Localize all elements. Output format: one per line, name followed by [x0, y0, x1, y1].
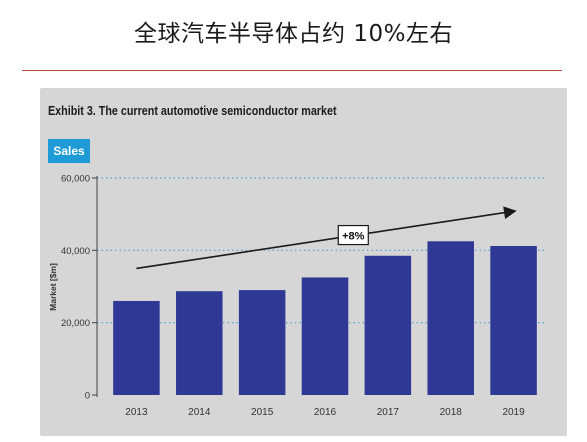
- x-tick-label: 2019: [502, 407, 525, 418]
- sales-badge: Sales: [48, 139, 90, 163]
- y-tick-label: 40,000: [61, 246, 90, 257]
- y-axis-label: Market [$m]: [48, 263, 58, 311]
- bar-2015: [238, 290, 286, 395]
- chart-title: Exhibit 3. The current automotive semico…: [48, 104, 337, 118]
- x-tick-label: 2013: [125, 407, 148, 418]
- y-tick-label: 0: [85, 391, 90, 402]
- bar-2018: [427, 241, 474, 395]
- title-divider: [22, 70, 562, 71]
- trend-arrow: [136, 206, 517, 270]
- growth-label-box: [337, 224, 369, 246]
- bar-2017: [364, 255, 412, 395]
- bar-2013: [113, 300, 160, 395]
- x-tick-label: 2016: [314, 407, 337, 418]
- x-tick-label: 2015: [251, 407, 274, 418]
- x-tick-label: 2017: [377, 407, 400, 418]
- bar-2016: [301, 277, 349, 395]
- x-tick-label: 2018: [440, 407, 463, 418]
- page-title: 全球汽车半导体占约 10%左右: [134, 21, 453, 47]
- bar-2014: [176, 291, 223, 395]
- y-tick-label: 20,000: [61, 318, 90, 329]
- growth-label: +8%: [342, 231, 365, 243]
- y-tick-label: 60,000: [61, 174, 90, 185]
- bar-2019: [490, 245, 537, 395]
- x-tick-label: 2014: [188, 407, 211, 418]
